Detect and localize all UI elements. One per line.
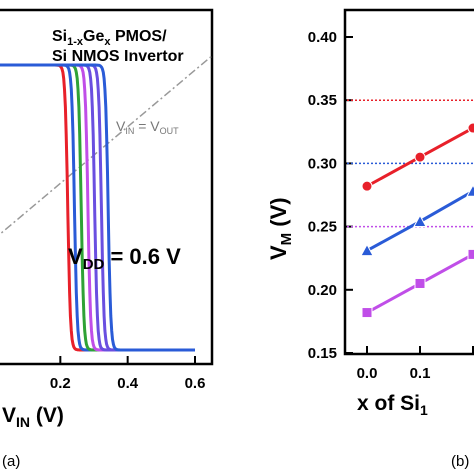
vm-data-point [413, 214, 427, 228]
panel-a-x-axis-label: VIN (V) [2, 404, 64, 430]
panel-b-x-tick-label: 0.0 [357, 365, 378, 382]
panel-b-frame [343, 8, 474, 356]
panel-a-curves [0, 63, 196, 352]
panel-b-y-tick-label: 0.35 [308, 92, 337, 109]
panel-b-y-tick-label: 0.20 [308, 282, 337, 299]
panel-a-title-line1: Si1-xGex PMOS/ [52, 28, 167, 48]
panel-b-x-tick-label: 0.1 [410, 365, 431, 382]
vm-data-point [361, 307, 373, 319]
panel-b-y-tick-label: 0.30 [308, 155, 337, 172]
vm-data-point [414, 151, 426, 163]
panel-b-x-axis-label: x of Si1 [357, 392, 428, 418]
panel-a-x-ticks: 0.2 0.4 0.6 [50, 356, 206, 392]
panel-a-title-line2: Si NMOS Invertor [52, 48, 184, 65]
panel-b-y-tick-label: 0.40 [308, 29, 337, 46]
ideal-line-label: VIN = VOUT [116, 118, 179, 136]
panel-b-label: (b) [451, 453, 469, 470]
panel-a-x-tick-label: 0.2 [50, 375, 71, 392]
panel-b-y-tick-label: 0.15 [308, 345, 337, 362]
vtc-curve [0, 63, 196, 352]
panel-b-series [360, 122, 474, 319]
panel-a: 0.2 0.4 0.6 Si1-xGex PMOS/ Si NMOS Inverto… [0, 8, 214, 470]
vdd-label: VDD = 0.6 V [68, 244, 181, 273]
vm-data-point [466, 184, 474, 197]
panel-b-x-ticks: 0.0 0.1 [357, 346, 474, 382]
panel-b: 0.15 0.20 0.25 0.30 0.35 0.40 0.0 0.1 VM (V) x… [266, 8, 474, 470]
vm-data-point [467, 248, 474, 260]
panel-a-x-tick-label: 0.4 [117, 375, 139, 392]
vm-data-point [360, 243, 374, 257]
panel-b-y-ticks: 0.15 0.20 0.25 0.30 0.35 0.40 [308, 29, 353, 362]
panel-b-y-tick-label: 0.25 [308, 219, 337, 236]
vm-data-point [414, 277, 426, 289]
panel-a-label: (a) [2, 453, 20, 470]
vm-data-point [361, 180, 373, 192]
panel-a-x-tick-label: 0.6 [185, 375, 206, 392]
vm-data-point [467, 122, 474, 134]
vtc-curve [0, 63, 196, 352]
panel-b-y-axis-label: VM (V) [266, 197, 295, 260]
panel-a-frame [0, 8, 214, 366]
